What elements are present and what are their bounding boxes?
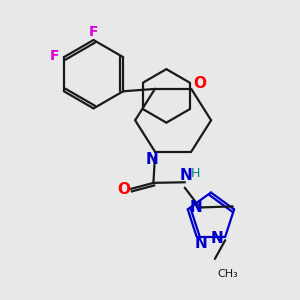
Text: N: N	[211, 231, 223, 246]
Text: H: H	[190, 167, 200, 180]
Text: F: F	[89, 25, 98, 39]
Text: N: N	[195, 236, 207, 250]
Text: O: O	[193, 76, 206, 91]
Text: N: N	[190, 200, 202, 215]
Text: CH₃: CH₃	[217, 269, 238, 279]
Text: N: N	[179, 168, 192, 183]
Text: O: O	[117, 182, 130, 197]
Text: F: F	[50, 49, 59, 63]
Text: N: N	[146, 152, 158, 166]
